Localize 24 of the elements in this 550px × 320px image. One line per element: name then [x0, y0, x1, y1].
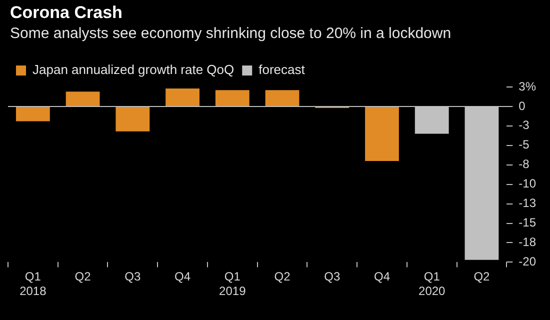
y-tick-label: -20 [518, 254, 536, 269]
y-tick-label: -3 [518, 118, 530, 132]
chart-subtitle: Some analysts see economy shrinking close to 20% in a lockdown [10, 25, 452, 42]
y-tick-label: -5 [518, 138, 530, 152]
x-tick-label: Q4 [174, 270, 191, 284]
x-tick-label: Q4 [374, 270, 390, 284]
legend-label: Japan annualized growth rate QoQ [32, 62, 234, 78]
y-tick-label: -13 [518, 196, 536, 210]
x-tick-label: Q1 2019 [219, 270, 246, 298]
chart-title: Corona Crash [10, 3, 122, 23]
x-tick-label: Q3 [124, 270, 141, 284]
y-tick-label: -15 [518, 216, 536, 230]
x-tick-label: Q2 [74, 270, 92, 284]
x-tick-label: Q1 2018 [20, 270, 47, 298]
y-tick-label: 0 [518, 98, 526, 113]
x-tick-label: Q3 [324, 270, 340, 284]
y-tick-label: -10 [518, 176, 536, 191]
legend-label: forecast [258, 62, 306, 78]
x-tick-label: Q1 2020 [418, 270, 446, 298]
y-tick-label: -18 [518, 235, 536, 250]
x-tick-label: Q2 [274, 270, 291, 284]
y-tick-label: -8 [518, 157, 530, 172]
y-tick-label: 3% [518, 79, 536, 94]
x-tick-label: Q2 [474, 270, 490, 284]
